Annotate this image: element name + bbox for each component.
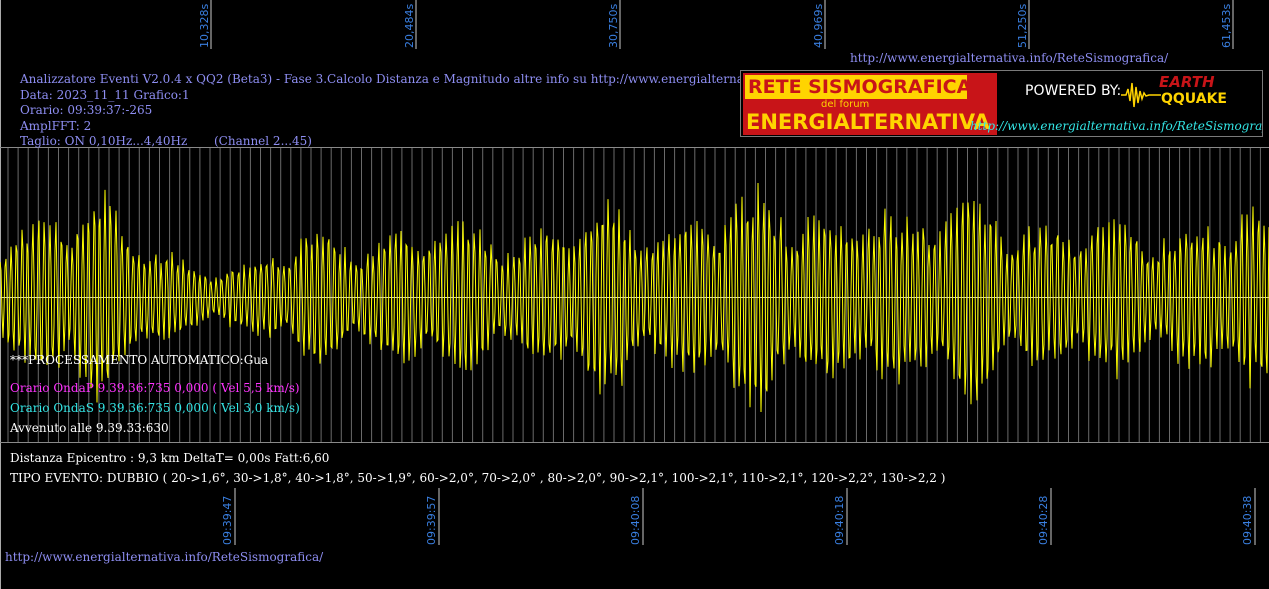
top-tick-label: 30,750s	[607, 3, 620, 48]
seismic-trace-line	[0, 182, 1269, 413]
bottom-tick-label: 09:39:47	[221, 495, 234, 545]
banner-powered-by: POWERED BY:	[1025, 83, 1122, 99]
seismograph-logo-icon	[1121, 82, 1161, 108]
banner-earth: EARTH	[1159, 73, 1215, 91]
header-line-time: Orario: 09:39:37:-265	[20, 103, 153, 117]
wave-p-time: Orario OndaP 9.39.36:735 0,000 ( Vel 5,5…	[10, 381, 300, 395]
bottom-tick-label: 09:40:08	[629, 495, 642, 545]
banner-title-energialternativa: ENERGIALTERNATIVA	[746, 110, 990, 134]
top-tick-label: 40,969s	[812, 3, 825, 48]
bottom-url[interactable]: http://www.energialternativa.info/ReteSi…	[5, 550, 324, 564]
banner-title-rete: RETE SISMOGRAFICA	[748, 76, 972, 98]
top-tick-label: 61,453s	[1220, 3, 1233, 48]
processing-status: ***PROCESSAMENTO AUTOMATICO:Gua	[10, 353, 269, 367]
header-line-title: Analizzatore Eventi V2.0.4 x QQ2 (Beta3)…	[20, 72, 856, 86]
event-type: TIPO EVENTO: DUBBIO ( 20->1,6°, 30->1,8°…	[10, 471, 946, 485]
wave-s-time: Orario OndaS 9.39.36:735 0,000 ( Vel 3,0…	[10, 401, 300, 415]
banner-qquake: QQUAKE	[1161, 91, 1227, 107]
bottom-tick-label: 09:39:57	[425, 495, 438, 545]
top-tick-label: 10,328s	[198, 3, 211, 48]
header-line-filter: Taglio: ON 0,10Hz...4,40Hz (Channel 2...…	[20, 134, 312, 148]
bottom-tick-label: 09:40:28	[1037, 495, 1050, 545]
top-tick-label: 20,484s	[403, 3, 416, 48]
banner-yellow-strip	[745, 75, 967, 99]
top-url[interactable]: http://www.energialternativa.info/ReteSi…	[850, 51, 1169, 65]
epicenter-distance: Distanza Epicentro : 9,3 km DeltaT= 0,00…	[10, 451, 330, 465]
top-tick-label: 51,250s	[1016, 3, 1029, 48]
header-line-amplfft: AmplFFT: 2	[20, 118, 92, 133]
event-occurred-time: Avvenuto alle 9.39.33:630	[10, 421, 169, 435]
header-info: Analizzatore Eventi V2.0.4 x QQ2 (Beta3)…	[20, 72, 855, 150]
bottom-axis-ticks	[234, 488, 1256, 545]
bottom-tick-label: 09:40:18	[833, 495, 846, 545]
rete-sismografica-banner[interactable]: RETE SISMOGRAFICA del forum ENERGIALTERN…	[740, 70, 1263, 137]
banner-title-forum: del forum	[821, 99, 870, 110]
bottom-tick-label: 09:40:38	[1241, 495, 1254, 545]
banner-url[interactable]: http://www.energialternativa.info/ReteSi…	[970, 119, 1263, 133]
top-axis-ticks	[210, 0, 1234, 49]
header-line-date: Data: 2023_11_11 Grafico:1	[20, 87, 190, 102]
